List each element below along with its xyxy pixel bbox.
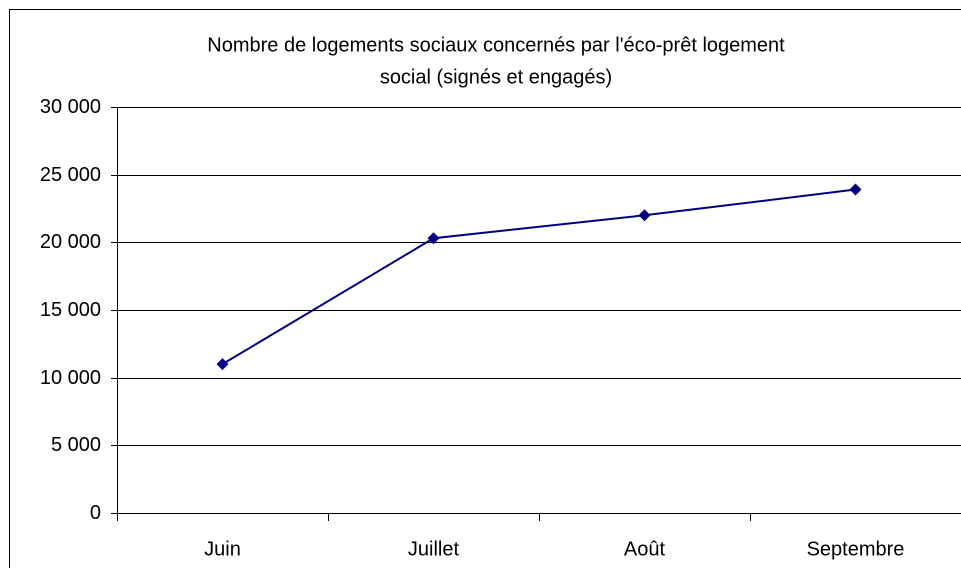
x-tick-label: Septembre [807, 538, 905, 560]
chart-frame [9, 9, 961, 568]
chart-title: Nombre de logements sociaux concernés pa… [207, 34, 785, 56]
y-tick-label: 0 [90, 502, 101, 524]
line [221, 188, 856, 365]
marker [849, 183, 862, 196]
y-tick-label: 10 000 [40, 367, 101, 389]
x-tick-label: Juillet [408, 538, 460, 560]
y-tick-label: 5 000 [51, 434, 101, 456]
marker [216, 358, 229, 371]
marker [427, 232, 440, 245]
marker [638, 209, 651, 222]
y-tick-label: 25 000 [40, 164, 101, 186]
x-tick-label: Juin [204, 538, 241, 560]
y-tick-label: 20 000 [40, 231, 101, 253]
y-tick-label: 30 000 [40, 96, 101, 118]
chart-title: social (signés et engagés) [380, 66, 612, 88]
x-tick-label: Août [624, 538, 666, 560]
y-tick-label: 15 000 [40, 299, 101, 321]
